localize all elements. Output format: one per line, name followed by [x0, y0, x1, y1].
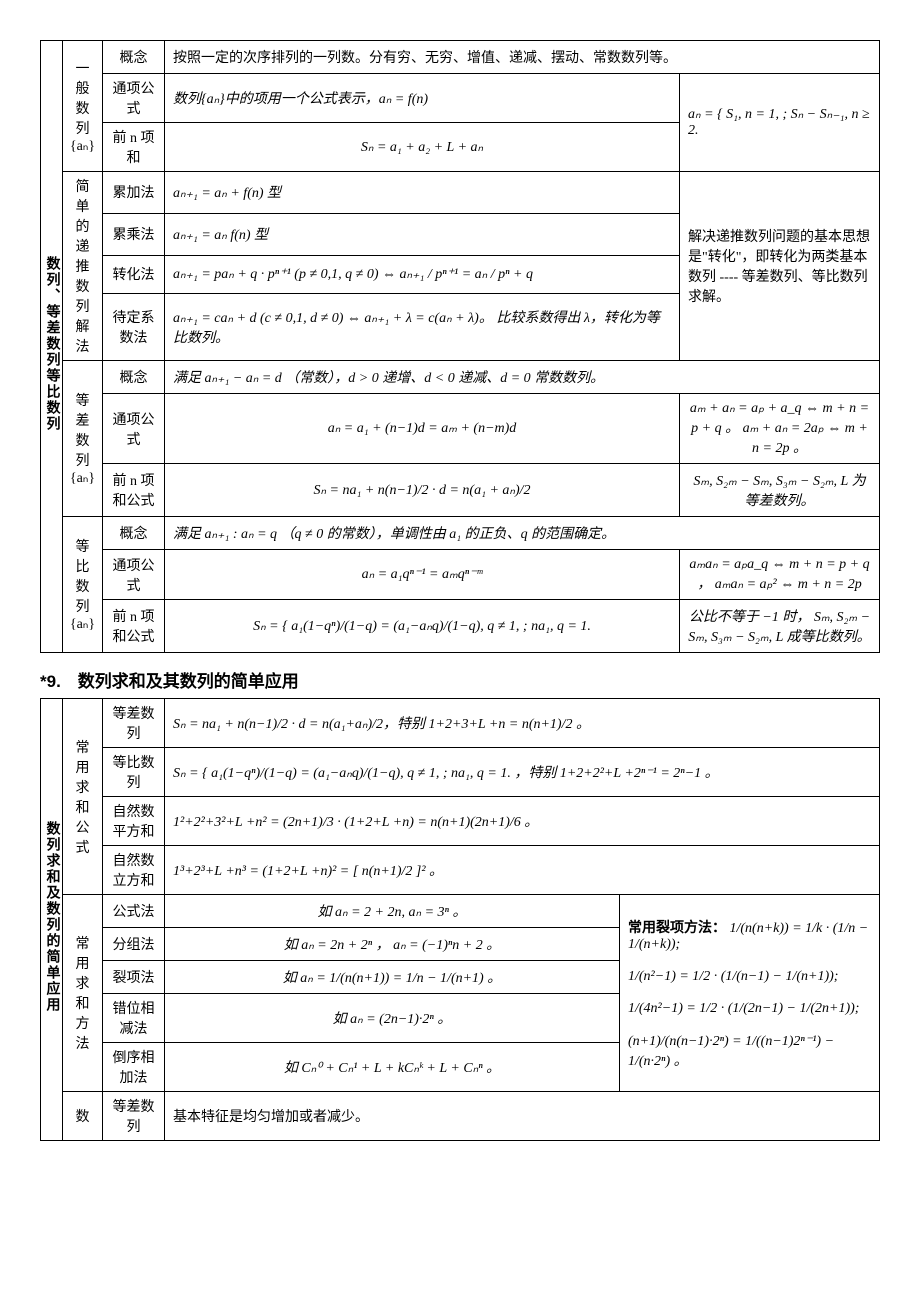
cell-qianN: Sₙ = a₁ + a₂ + L + aₙ	[165, 123, 680, 172]
cell-gp-sum: Sₙ = { a₁(1−qⁿ)/(1−q) = (a₁−aₙq)/(1−q), …	[165, 600, 680, 653]
label-group-method: 分组法	[103, 928, 165, 961]
liexiang-4: (n+1)/(n(n−1)·2ⁿ) = 1/((n−1)2ⁿ⁻¹) − 1/(n…	[628, 1034, 834, 1069]
cell-ap-sum: Sₙ = na₁ + n(n−1)/2 · d = n(a₁ + aₙ)/2	[165, 464, 680, 517]
table-row: 数列求和及数列的简单应用 常用求和公式 等差数列 Sₙ = na₁ + n(n−…	[41, 699, 880, 748]
table-row: 前 n 项和公式 Sₙ = na₁ + n(n−1)/2 · d = n(a₁ …	[41, 464, 880, 517]
label-square-sum: 自然数平方和	[103, 797, 165, 846]
table-row: 数 等差数列 基本特征是均匀增加或者减少。	[41, 1092, 880, 1141]
cell-leicheng: aₙ₊₁ = aₙ f(n) 型	[165, 213, 680, 255]
sub1-recursive: 简单的递推数列解法	[63, 172, 103, 361]
table-row: 通项公式 aₙ = a₁qⁿ⁻¹ = aₘqⁿ⁻ᵐ aₘaₙ = aₚa_q ⇔…	[41, 550, 880, 600]
cell-liexiang-methods: 常用裂项方法： 1/(n(n+k)) = 1/k · (1/n − 1/(n+k…	[620, 895, 880, 1092]
table-row: 通项公式 数列{aₙ}中的项用一个公式表示，aₙ = f(n) aₙ = { S…	[41, 74, 880, 123]
label-formula-method: 公式法	[103, 895, 165, 928]
section-heading: *9. 数列求和及其数列的简单应用	[40, 667, 880, 692]
cell-ap-concept: 满足 aₙ₊₁ − aₙ = d （常数），d > 0 递增、d < 0 递减、…	[165, 361, 880, 394]
label-general-term: 通项公式	[103, 74, 165, 123]
cell-staggered-method: 如 aₙ = (2n−1)·2ⁿ 。	[165, 994, 620, 1043]
label-zhuanhua: 转化法	[103, 255, 165, 293]
table-row: 常用求和方法 公式法 如 aₙ = 2 + 2n, aₙ = 3ⁿ 。 常用裂项…	[41, 895, 880, 928]
label-daiding: 待定系数法	[103, 293, 165, 360]
liexiang-2: 1/(n²−1) = 1/2 · (1/(n−1) − 1/(n+1));	[628, 969, 838, 984]
main-vheader: 数列、等差数列等比数列	[41, 41, 63, 653]
label-gp-term: 通项公式	[103, 550, 165, 600]
table-row: 自然数平方和 1²+2²+3²+L +n² = (2n+1)/3 · (1+2+…	[41, 797, 880, 846]
liexiang-head: 常用裂项方法：	[628, 921, 726, 936]
sub1-shu: 数	[63, 1092, 103, 1141]
cell-square-sum: 1²+2²+3²+L +n² = (2n+1)/3 · (1+2+L +n) =…	[165, 797, 880, 846]
sub1-general: 一般数列 {aₙ}	[63, 41, 103, 172]
table-row: 数列、等差数列等比数列 一般数列 {aₙ} 概念 按照一定的次序排列的一列数。分…	[41, 41, 880, 74]
sub1-sum-methods: 常用求和方法	[63, 895, 103, 1092]
cell-concept-text: 按照一定的次序排列的一列数。分有穷、无穷、增值、递减、摆动、常数数列等。	[165, 41, 880, 74]
label-ap-sum2: 等差数列	[103, 699, 165, 748]
label-staggered-method: 错位相减法	[103, 994, 165, 1043]
cell-daiding: aₙ₊₁ = caₙ + d (c ≠ 0,1, d ≠ 0) ⇔ aₙ₊₁ +…	[165, 293, 680, 360]
table-row: 等比数列 {aₙ} 概念 满足 aₙ₊₁ : aₙ = q （q ≠ 0 的常数…	[41, 517, 880, 550]
cell-gp-term: aₙ = a₁qⁿ⁻¹ = aₘqⁿ⁻ᵐ	[165, 550, 680, 600]
table-row: 自然数立方和 1³+2³+L +n³ = (1+2+L +n)² = [ n(n…	[41, 846, 880, 895]
sum-table: 数列求和及数列的简单应用 常用求和公式 等差数列 Sₙ = na₁ + n(n−…	[40, 698, 880, 1141]
label-gp-concept: 概念	[103, 517, 165, 550]
cell-group-method: 如 aₙ = 2n + 2ⁿ ， aₙ = (−1)ⁿn + 2 。	[165, 928, 620, 961]
cell-ap-feature: 基本特征是均匀增加或者减少。	[165, 1092, 880, 1141]
table-row: 通项公式 aₙ = a₁ + (n−1)d = aₘ + (n−m)d aₘ +…	[41, 394, 880, 464]
label-qianN: 前 n 项和	[103, 123, 165, 172]
sub1-arithmetic: 等差数列 {aₙ}	[63, 361, 103, 517]
label-leicheng: 累乘法	[103, 213, 165, 255]
label-ap-sum: 前 n 项和公式	[103, 464, 165, 517]
cell-zhuanhua: aₙ₊₁ = paₙ + q · pⁿ⁺¹ (p ≠ 0,1, q ≠ 0) ⇔…	[165, 255, 680, 293]
cell-gp-sum-right: 公比不等于 −1 时， Sₘ, S₂ₘ − Sₘ, S₃ₘ − S₂ₘ, L 成…	[680, 600, 880, 653]
label-split-method: 裂项法	[103, 961, 165, 994]
sub1-sum-formulas: 常用求和公式	[63, 699, 103, 895]
table-row: 简单的递推数列解法 累加法 aₙ₊₁ = aₙ + f(n) 型 解决递推数列问…	[41, 172, 880, 214]
cell-leijia: aₙ₊₁ = aₙ + f(n) 型	[165, 172, 680, 214]
label-cube-sum: 自然数立方和	[103, 846, 165, 895]
label-ap-feature: 等差数列	[103, 1092, 165, 1141]
label-reverse-method: 倒序相加法	[103, 1043, 165, 1092]
cell-ap-sum2: Sₙ = na₁ + n(n−1)/2 · d = n(a₁+aₙ)/2，特别 …	[165, 699, 880, 748]
cell-ap-term-right: aₘ + aₙ = aₚ + a_q ⇔ m + n = p + q 。 aₘ …	[680, 394, 880, 464]
cell-ap-term: aₙ = a₁ + (n−1)d = aₘ + (n−m)d	[165, 394, 680, 464]
sequence-table: 数列、等差数列等比数列 一般数列 {aₙ} 概念 按照一定的次序排列的一列数。分…	[40, 40, 880, 653]
sub1-geometric: 等比数列 {aₙ}	[63, 517, 103, 653]
label-ap-concept: 概念	[103, 361, 165, 394]
main-vheader-2: 数列求和及数列的简单应用	[41, 699, 63, 1141]
table-row: 等差数列 {aₙ} 概念 满足 aₙ₊₁ − aₙ = d （常数），d > 0…	[41, 361, 880, 394]
cell-recursive-right: 解决递推数列问题的基本思想是"转化"，即转化为两类基本数列 ---- 等差数列、…	[680, 172, 880, 361]
cell-gp-term-right: aₘaₙ = aₚa_q ⇔ m + n = p + q ， aₘaₙ = aₚ…	[680, 550, 880, 600]
label-gp-sum2: 等比数列	[103, 748, 165, 797]
cell-ap-sum-right: Sₘ, S₂ₘ − Sₘ, S₃ₘ − S₂ₘ, L 为等差数列。	[680, 464, 880, 517]
cell-gp-sum2: Sₙ = { a₁(1−qⁿ)/(1−q) = (a₁−aₙq)/(1−q), …	[165, 748, 880, 797]
cell-sn-piecewise: aₙ = { S₁, n = 1, ; Sₙ − Sₙ₋₁, n ≥ 2.	[680, 74, 880, 172]
label-ap-term: 通项公式	[103, 394, 165, 464]
table-row: 等比数列 Sₙ = { a₁(1−qⁿ)/(1−q) = (a₁−aₙq)/(1…	[41, 748, 880, 797]
label-leijia: 累加法	[103, 172, 165, 214]
cell-gp-concept: 满足 aₙ₊₁ : aₙ = q （q ≠ 0 的常数），单调性由 a₁ 的正负…	[165, 517, 880, 550]
label-concept: 概念	[103, 41, 165, 74]
liexiang-3: 1/(4n²−1) = 1/2 · (1/(2n−1) − 1/(2n+1));	[628, 1001, 859, 1016]
cell-reverse-method: 如 Cₙ⁰ + Cₙ¹ + L + kCₙᵏ + L + Cₙⁿ 。	[165, 1043, 620, 1092]
table-row: 前 n 项和公式 Sₙ = { a₁(1−qⁿ)/(1−q) = (a₁−aₙq…	[41, 600, 880, 653]
cell-cube-sum: 1³+2³+L +n³ = (1+2+L +n)² = [ n(n+1)/2 ]…	[165, 846, 880, 895]
cell-tongxiang: 数列{aₙ}中的项用一个公式表示，aₙ = f(n)	[165, 74, 680, 123]
label-gp-sum: 前 n 项和公式	[103, 600, 165, 653]
cell-split-method: 如 aₙ = 1/(n(n+1)) = 1/n − 1/(n+1) 。	[165, 961, 620, 994]
cell-formula-method: 如 aₙ = 2 + 2n, aₙ = 3ⁿ 。	[165, 895, 620, 928]
